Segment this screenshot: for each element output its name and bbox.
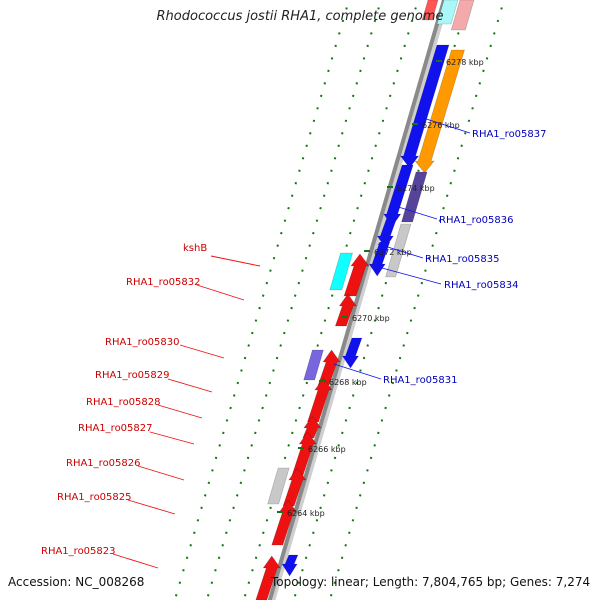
topology-text: Topology: linear; Length: 7,804,765 bp; … bbox=[271, 575, 591, 589]
leader-line bbox=[167, 378, 213, 393]
accession-text: Accession: NC_008268 bbox=[8, 575, 145, 589]
leader-line bbox=[210, 255, 261, 267]
axis-tick-label: 6276 kbp bbox=[422, 121, 460, 130]
map-title: Rhodococcus jostii RHA1, complete genome bbox=[156, 9, 444, 24]
gene-label: RHA1_ro05836 bbox=[439, 215, 514, 226]
gene-block-grey-3 bbox=[267, 467, 290, 505]
gene-block-ro05823 bbox=[255, 555, 281, 600]
gene-label: RHA1_ro05823 bbox=[41, 546, 116, 557]
axis-tick-label: 6270 kbp bbox=[352, 314, 390, 323]
gene-block-orange bbox=[414, 49, 465, 174]
leader-line bbox=[377, 243, 424, 259]
gene-label: RHA1_ro05826 bbox=[66, 458, 141, 469]
guide-line bbox=[205, 0, 383, 600]
gene-label: RHA1_ro05832 bbox=[126, 277, 201, 288]
gene-block-grey-1 bbox=[393, 223, 412, 251]
leader-line bbox=[419, 116, 471, 134]
gene-block-kshB bbox=[329, 252, 353, 291]
gene-block-ro05830 bbox=[303, 349, 324, 381]
guide-line bbox=[328, 0, 506, 600]
axis-tick-label: 6264 kbp bbox=[287, 509, 325, 518]
leader-line bbox=[137, 465, 185, 481]
backbone-line bbox=[267, 0, 447, 600]
leader-line bbox=[333, 363, 382, 380]
gene-label: RHA1_ro05830 bbox=[105, 337, 180, 348]
guide-line bbox=[242, 0, 420, 600]
leader-line bbox=[127, 499, 176, 515]
axis-tick-label: 6274 kbp bbox=[397, 184, 435, 193]
gene-label: RHA1_ro05837 bbox=[472, 129, 547, 140]
leader-line bbox=[179, 344, 225, 359]
gene-label: RHA1_ro05829 bbox=[95, 370, 170, 381]
gene-label: RHA1_ro05825 bbox=[57, 492, 132, 503]
gene-label: RHA1_ro05831 bbox=[383, 375, 458, 386]
gene-block-blue-small bbox=[281, 554, 299, 577]
axis-tick-label: 6272 kbp bbox=[374, 248, 412, 257]
leader-line bbox=[112, 553, 159, 569]
gene-label: RHA1_ro05835 bbox=[425, 254, 500, 265]
gene-block-ro05832b bbox=[334, 293, 357, 327]
gene-label: RHA1_ro05834 bbox=[444, 280, 519, 291]
gene-block-ro05832 bbox=[343, 253, 370, 297]
leader-line bbox=[381, 267, 442, 285]
axis-tick-label: 6278 kbp bbox=[446, 58, 484, 67]
axis-tick-label: 6268 kbp bbox=[329, 378, 367, 387]
leader-line bbox=[196, 284, 245, 301]
gene-label: RHA1_ro05827 bbox=[78, 423, 153, 434]
gene-block-ro05834 bbox=[368, 241, 391, 277]
backbone-shadow bbox=[270, 0, 450, 600]
leader-line bbox=[149, 431, 195, 445]
leader-line bbox=[391, 204, 438, 220]
gene-block-ro05836 bbox=[383, 164, 414, 227]
gene-block-top-red bbox=[421, 0, 439, 21]
gene-label: RHA1_ro05828 bbox=[86, 397, 161, 408]
guide-line bbox=[173, 0, 351, 600]
leader-line bbox=[157, 404, 203, 419]
gene-block-ro05837 bbox=[399, 44, 450, 169]
gene-block-top-cyan bbox=[436, 0, 459, 25]
gene-label: kshB bbox=[183, 243, 207, 254]
axis-tick-label: 6266 kbp bbox=[308, 445, 346, 454]
gene-block-ro05831 bbox=[341, 337, 363, 369]
gene-block-top-pink bbox=[450, 0, 475, 31]
